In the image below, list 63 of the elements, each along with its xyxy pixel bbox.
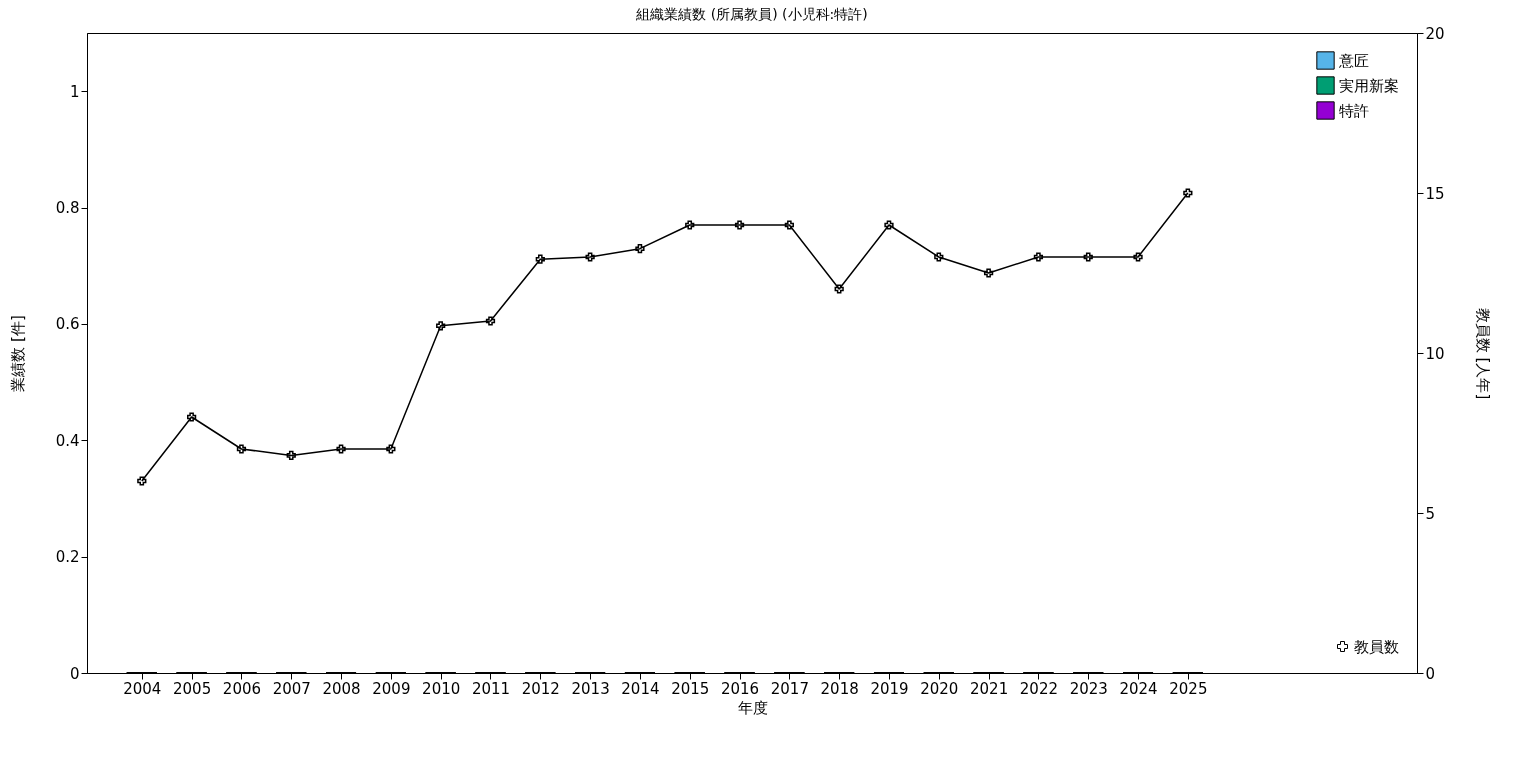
point: [983, 268, 994, 278]
point: [585, 252, 595, 262]
point: [1083, 252, 1093, 262]
x-tick-label: 2025: [1169, 679, 1208, 698]
point: [1133, 252, 1143, 262]
point: [884, 220, 894, 230]
point: [137, 476, 147, 486]
point: [1183, 188, 1193, 198]
x-axis-title: 年度: [737, 698, 768, 717]
x-tick-label: 2008: [322, 679, 361, 698]
y-tick-label: 0: [69, 664, 80, 683]
y-tick-label: 0.4: [55, 431, 80, 450]
x-tick-label: 2005: [173, 679, 212, 698]
point: [187, 412, 197, 422]
x-tick-label: 2009: [372, 679, 411, 698]
y2-tick-label: 10: [1425, 344, 1445, 363]
point: [685, 220, 695, 230]
x-tick-label: 2007: [272, 679, 311, 698]
y2-tick-label: 15: [1425, 184, 1445, 203]
point: [934, 252, 944, 262]
y2-tick-label: 20: [1425, 24, 1445, 43]
x-tick-label: 2015: [671, 679, 710, 698]
y2-tick-label: 0: [1425, 664, 1436, 683]
y-tick-label: 0.8: [55, 199, 80, 218]
x-tick-label: 2019: [870, 679, 909, 698]
y-tick-label: 1: [69, 82, 80, 101]
point: [485, 316, 496, 326]
y2-tick-label: 5: [1425, 504, 1436, 523]
x-tick-label: 2010: [422, 679, 461, 698]
x-tick-label: 2021: [970, 679, 1009, 698]
point: [535, 254, 545, 264]
x-tick-label: 2022: [1019, 679, 1059, 698]
x-tick-label: 2014: [621, 679, 660, 698]
point: [1033, 252, 1044, 262]
x-tick-label: 2017: [770, 679, 809, 698]
x-tick-label: 2023: [1069, 679, 1108, 698]
x-tick-label: 2024: [1119, 679, 1158, 698]
point: [635, 244, 645, 254]
x-tick-label: 2012: [521, 679, 560, 698]
legend-label: 教員数: [1354, 637, 1399, 656]
chart-title: 組織業績数 (所属教員) (小児科:特許): [635, 6, 868, 22]
legend-label: 実用新案: [1339, 76, 1399, 95]
legend-label: 特許: [1339, 101, 1369, 120]
y-tick-label: 0.2: [55, 548, 80, 567]
point: [236, 444, 247, 454]
point: [436, 321, 446, 331]
x-tick-label: 2013: [571, 679, 610, 698]
point: [734, 220, 745, 230]
x-tick-label: 2016: [720, 679, 760, 698]
y-tick-label: 0.6: [55, 315, 80, 334]
y-axis-title: 業績数 [件]: [8, 315, 27, 392]
y2-axis-title: 教員数 [人年]: [1473, 307, 1492, 400]
x-tick-label: 2020: [920, 679, 959, 698]
legend-label: 意匠: [1338, 51, 1369, 70]
point: [784, 220, 794, 230]
x-tick-label: 2006: [222, 679, 262, 698]
point: [386, 444, 396, 454]
point: [286, 450, 296, 461]
x-tick-label: 2018: [820, 679, 859, 698]
point: [834, 284, 844, 294]
x-tick-label: 2011: [471, 679, 511, 698]
x-tick-label: 2004: [123, 679, 162, 698]
point: [336, 444, 346, 454]
